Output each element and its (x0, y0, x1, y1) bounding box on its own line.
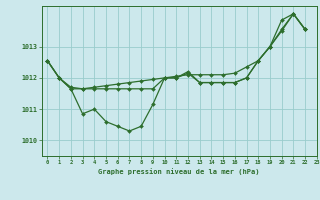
X-axis label: Graphe pression niveau de la mer (hPa): Graphe pression niveau de la mer (hPa) (99, 168, 260, 175)
